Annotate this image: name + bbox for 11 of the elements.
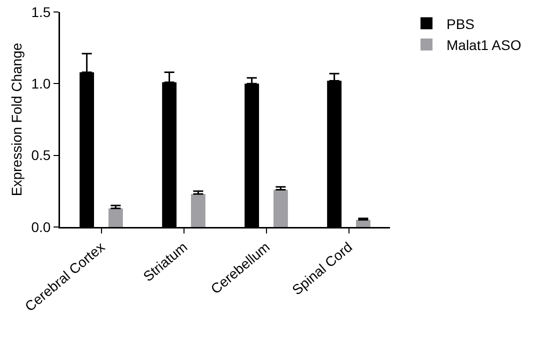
y-axis-title: Expression Fold Change: [8, 42, 24, 196]
y-tick-label: 0.0: [31, 218, 51, 235]
bar: [356, 220, 370, 227]
y-tick-label: 1.0: [31, 76, 51, 92]
y-tick-label: 1.5: [31, 4, 51, 20]
legend-label: Malat1 ASO: [446, 36, 522, 53]
bar: [108, 208, 123, 227]
bar: [273, 190, 288, 227]
y-tick-label: 0.5: [31, 147, 51, 164]
legend-label: PBS: [446, 16, 475, 32]
bar: [190, 194, 206, 227]
